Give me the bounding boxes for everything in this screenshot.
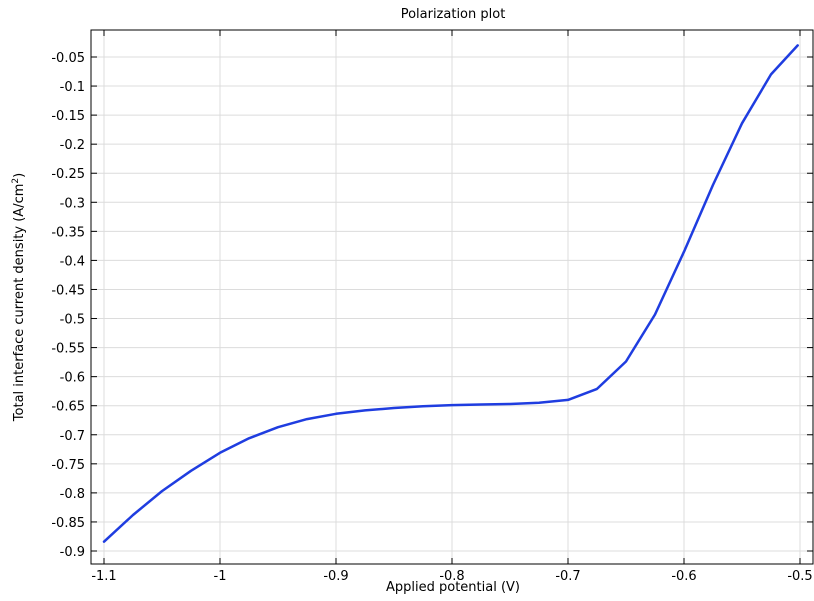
y-tick-label: -0.75 [51,458,85,473]
x-axis-title: Applied potential (V) [386,580,520,595]
y-axis-title-sup: 2 [11,178,21,184]
chart-title: Polarization plot [401,7,506,22]
y-tick-label: -0.55 [51,342,85,357]
y-tick-label: -0.8 [60,487,85,502]
y-tick-label: -0.1 [60,80,85,95]
y-tick-label: -0.15 [51,109,85,124]
y-axis-title-main: Total interface current density (A/cm [12,184,27,423]
y-tick-label: -0.4 [60,254,85,269]
x-tick-label: -0.7 [555,569,580,584]
series-line-0 [102,44,799,543]
x-tick-label: -0.9 [323,569,348,584]
y-tick-label: -0.65 [51,400,85,415]
x-tick-label: -1 [214,569,227,584]
grid [91,30,813,564]
y-axis-title: Total interface current density (A/cm2) [11,173,27,422]
y-tick-label: -0.5 [60,313,85,328]
y-tick-label: -0.9 [60,545,85,560]
y-tick-label: -0.25 [51,167,85,182]
y-tick-label: -0.05 [51,51,85,66]
y-tick-label: -0.35 [51,225,85,240]
x-tick-label: -1.1 [91,569,116,584]
x-tick-label: -0.5 [787,569,812,584]
y-tick-label: -0.6 [60,371,85,386]
y-axis-ticks: -0.05 -0.1 -0.15 -0.2 -0.25 -0.3 -0.35 -0.4 -0.4… [51,51,813,560]
y-axis-title-end: ) [12,173,27,178]
y-tick-label: -0.45 [51,283,85,298]
y-tick-label: -0.2 [60,138,85,153]
y-tick-label: -0.7 [60,429,85,444]
y-tick-label: -0.3 [60,196,85,211]
series-group [102,44,799,543]
x-tick-label: -0.6 [671,569,696,584]
y-tick-label: -0.85 [51,516,85,531]
x-axis-ticks: -1.1 -1 -0.9 -0.8 -0.7 -0.6 -0.5 [91,30,813,584]
x-tick-label: -0.8 [439,569,464,584]
